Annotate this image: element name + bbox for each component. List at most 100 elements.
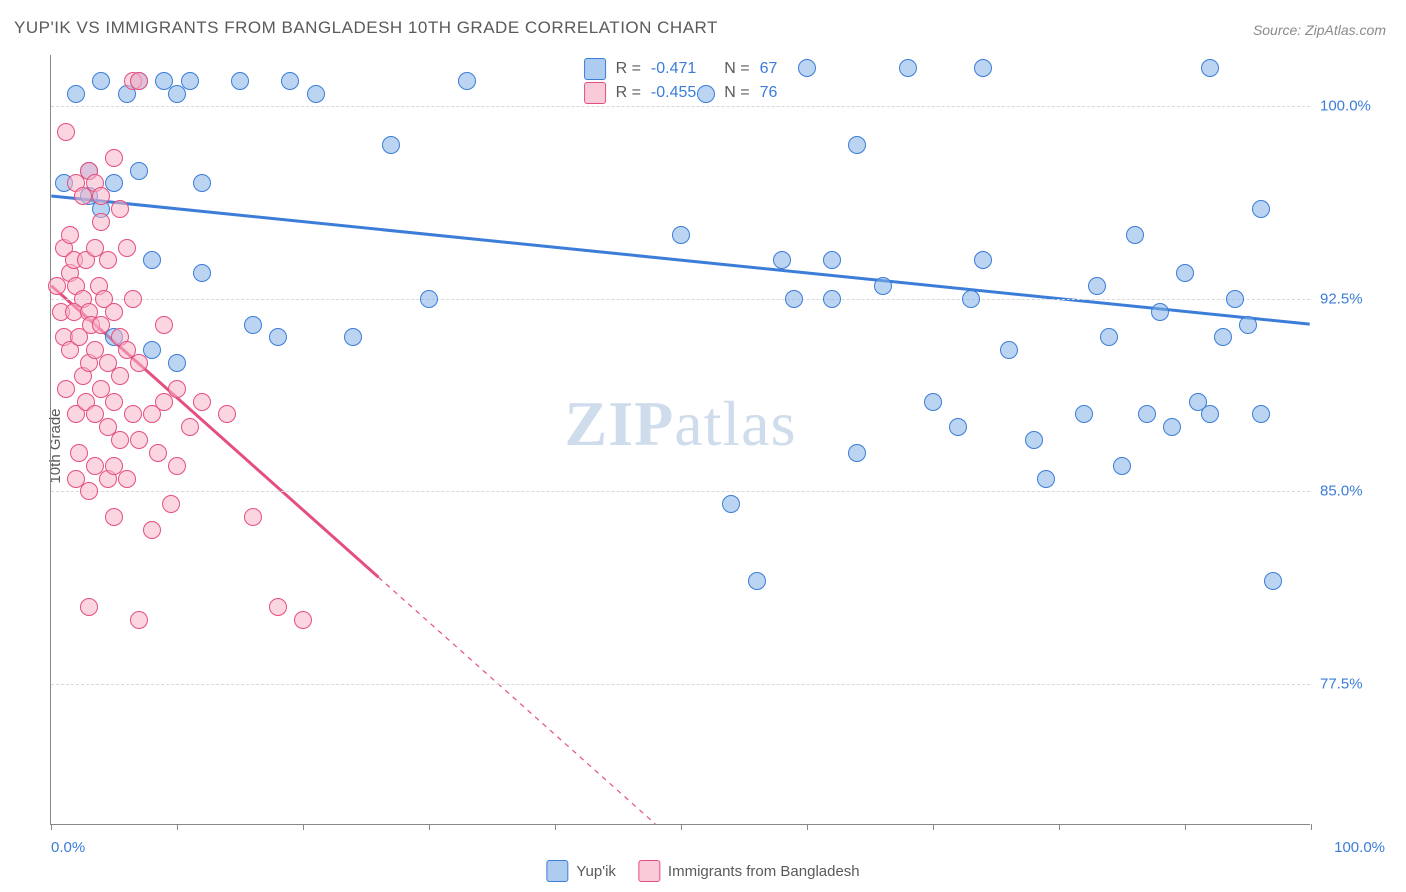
trend-lines	[51, 55, 1310, 824]
data-point	[181, 72, 199, 90]
data-point	[848, 136, 866, 154]
data-point	[130, 162, 148, 180]
data-point	[874, 277, 892, 295]
data-point	[168, 354, 186, 372]
data-point	[111, 200, 129, 218]
data-point	[1138, 405, 1156, 423]
x-tick	[681, 824, 682, 830]
legend-swatch	[584, 58, 606, 80]
data-point	[130, 72, 148, 90]
x-tick-label: 0.0%	[51, 839, 85, 856]
data-point	[1239, 316, 1257, 334]
legend-swatch	[638, 860, 660, 882]
data-point	[218, 405, 236, 423]
data-point	[111, 367, 129, 385]
source-attribution: Source: ZipAtlas.com	[1253, 22, 1386, 38]
data-point	[974, 251, 992, 269]
data-point	[168, 457, 186, 475]
data-point	[105, 508, 123, 526]
legend-series: Yup'ik Immigrants from Bangladesh	[546, 860, 859, 882]
data-point	[382, 136, 400, 154]
data-point	[1176, 264, 1194, 282]
legend-N-value: 76	[760, 84, 778, 102]
data-point	[193, 264, 211, 282]
data-point	[1252, 200, 1270, 218]
data-point	[307, 85, 325, 103]
data-point	[672, 226, 690, 244]
legend-series-label: Yup'ik	[576, 863, 616, 880]
data-point	[1201, 405, 1219, 423]
legend-N-label: N =	[724, 84, 749, 102]
data-point	[1088, 277, 1106, 295]
legend-swatch	[546, 860, 568, 882]
x-tick-label: 100.0%	[1334, 839, 1385, 856]
data-point	[118, 239, 136, 257]
x-tick	[807, 824, 808, 830]
data-point	[70, 444, 88, 462]
data-point	[1201, 59, 1219, 77]
data-point	[294, 611, 312, 629]
data-point	[722, 495, 740, 513]
data-point	[1025, 431, 1043, 449]
data-point	[57, 123, 75, 141]
legend-N-value: 67	[760, 60, 778, 78]
data-point	[974, 59, 992, 77]
data-point	[80, 482, 98, 500]
data-point	[1000, 341, 1018, 359]
data-point	[105, 393, 123, 411]
data-point	[193, 393, 211, 411]
data-point	[962, 290, 980, 308]
data-point	[269, 598, 287, 616]
data-point	[458, 72, 476, 90]
data-point	[124, 290, 142, 308]
data-point	[281, 72, 299, 90]
legend-R-value: -0.455	[651, 84, 696, 102]
data-point	[823, 251, 841, 269]
data-point	[1226, 290, 1244, 308]
watermark-light: atlas	[674, 388, 796, 459]
data-point	[143, 251, 161, 269]
legend-series-item: Immigrants from Bangladesh	[638, 860, 860, 882]
data-point	[798, 59, 816, 77]
data-point	[155, 316, 173, 334]
legend-R-value: -0.471	[651, 60, 696, 78]
data-point	[269, 328, 287, 346]
legend-series-item: Yup'ik	[546, 860, 616, 882]
x-tick	[51, 824, 52, 830]
data-point	[420, 290, 438, 308]
data-point	[1163, 418, 1181, 436]
data-point	[162, 495, 180, 513]
data-point	[231, 72, 249, 90]
data-point	[1075, 405, 1093, 423]
watermark-bold: ZIP	[565, 388, 675, 459]
legend-R-label: R =	[616, 84, 641, 102]
data-point	[181, 418, 199, 436]
x-tick	[555, 824, 556, 830]
data-point	[697, 85, 715, 103]
data-point	[1214, 328, 1232, 346]
data-point	[92, 213, 110, 231]
data-point	[1126, 226, 1144, 244]
data-point	[1100, 328, 1118, 346]
watermark: ZIPatlas	[565, 387, 797, 461]
data-point	[1151, 303, 1169, 321]
data-point	[61, 226, 79, 244]
data-point	[193, 174, 211, 192]
y-tick-label: 92.5%	[1320, 290, 1390, 307]
data-point	[143, 521, 161, 539]
data-point	[773, 251, 791, 269]
data-point	[168, 380, 186, 398]
x-tick	[1185, 824, 1186, 830]
data-point	[105, 303, 123, 321]
data-point	[899, 59, 917, 77]
legend-stat-row: R =-0.471N =67	[584, 57, 778, 81]
data-point	[924, 393, 942, 411]
x-tick	[933, 824, 934, 830]
data-point	[130, 611, 148, 629]
legend-swatch	[584, 82, 606, 104]
gridline-h	[51, 684, 1310, 685]
data-point	[949, 418, 967, 436]
plot-area: ZIPatlas R =-0.471N =67R =-0.455N =76 77…	[50, 55, 1310, 825]
data-point	[344, 328, 362, 346]
data-point	[785, 290, 803, 308]
